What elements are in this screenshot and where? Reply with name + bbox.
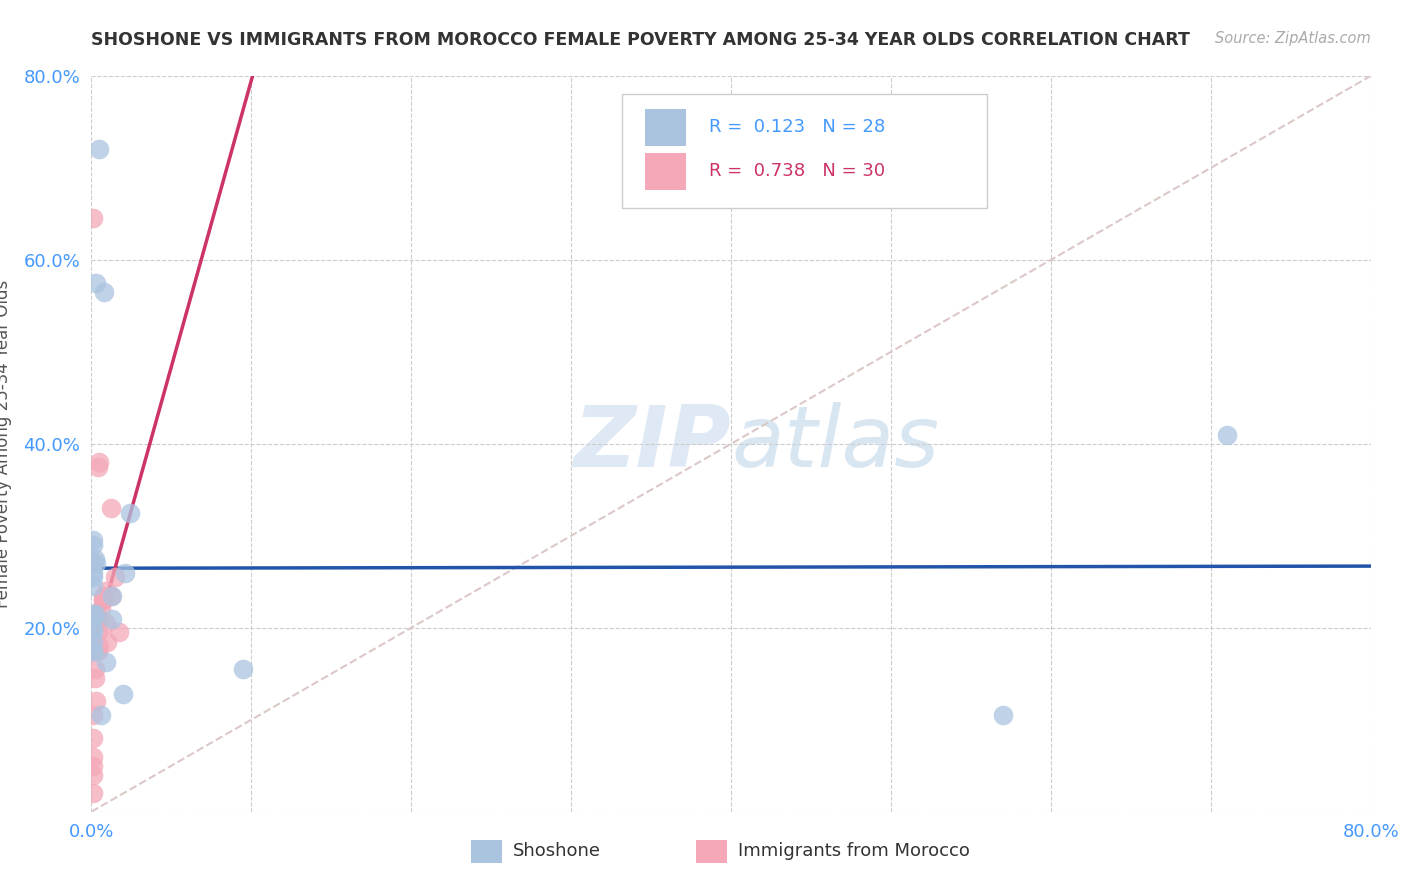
Point (82, 731, 104, 746)
Point (82, 621, 104, 635)
Point (82, 557, 104, 571)
Point (82, 758, 104, 772)
Text: SHOSHONE VS IMMIGRANTS FROM MOROCCO FEMALE POVERTY AMONG 25-34 YEAR OLDS CORRELA: SHOSHONE VS IMMIGRANTS FROM MOROCCO FEMA… (91, 31, 1191, 49)
Point (104, 570, 127, 584)
Point (114, 566, 136, 580)
Point (84, 557, 107, 571)
Bar (645, 109, 686, 145)
Point (93, 285, 115, 299)
Point (84, 694, 107, 708)
Point (100, 589, 122, 603)
Point (84, 276, 107, 290)
Point (82, 611, 104, 625)
Point (83, 671, 105, 685)
Text: ZIP: ZIP (574, 402, 731, 485)
Point (82, 570, 104, 584)
Point (83, 662, 105, 676)
Point (82, 749, 104, 764)
Y-axis label: Female Poverty Among 25-34 Year Olds: Female Poverty Among 25-34 Year Olds (0, 280, 13, 607)
Point (82, 644, 104, 658)
Point (89, 639, 111, 653)
Point (87, 459, 110, 474)
Point (89, 455, 111, 469)
Point (82, 566, 104, 580)
Point (232, 662, 254, 676)
Point (84, 607, 107, 621)
Point (82, 538, 104, 552)
Point (91, 589, 114, 603)
Point (82, 768, 104, 782)
Point (94, 616, 117, 631)
Point (83, 607, 105, 621)
Point (87, 644, 110, 658)
Point (87, 625, 110, 640)
Point (118, 506, 141, 520)
Point (90, 602, 112, 616)
Point (83, 551, 105, 566)
Point (82, 211, 104, 226)
Point (107, 625, 129, 640)
Point (82, 579, 104, 593)
Bar (645, 153, 686, 190)
Text: Shoshone: Shoshone (513, 842, 602, 860)
Point (91, 593, 114, 607)
Point (82, 644, 104, 658)
Point (90, 708, 112, 723)
Point (100, 501, 122, 516)
FancyBboxPatch shape (623, 95, 987, 209)
Point (1216, 427, 1239, 442)
Text: Source: ZipAtlas.com: Source: ZipAtlas.com (1215, 31, 1371, 46)
Point (101, 611, 124, 625)
Point (89, 142, 111, 157)
Point (96, 634, 118, 648)
Text: R =  0.738   N = 30: R = 0.738 N = 30 (710, 162, 886, 180)
Point (83, 644, 105, 658)
Point (82, 634, 104, 648)
Point (94, 584, 117, 599)
Point (82, 607, 104, 621)
Point (101, 589, 124, 603)
Point (112, 687, 135, 701)
Text: atlas: atlas (731, 402, 939, 485)
Point (91, 593, 114, 607)
Point (82, 625, 104, 640)
Point (82, 786, 104, 800)
Text: Immigrants from Morocco: Immigrants from Morocco (738, 842, 970, 860)
Point (82, 533, 104, 548)
Point (87, 611, 110, 625)
Point (82, 708, 104, 723)
Point (94, 655, 117, 669)
Text: R =  0.123   N = 28: R = 0.123 N = 28 (710, 119, 886, 136)
Point (991, 708, 1014, 723)
